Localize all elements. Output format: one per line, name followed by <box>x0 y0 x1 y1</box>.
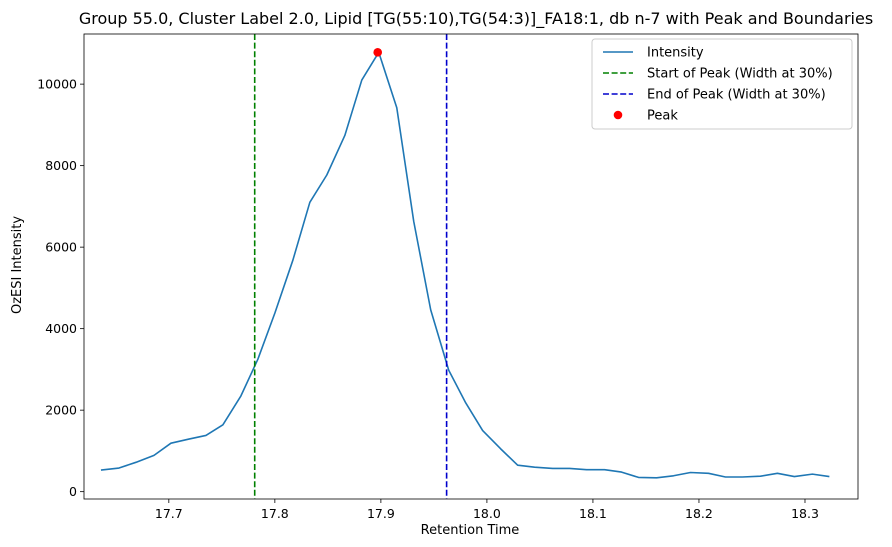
legend-box <box>591 38 853 130</box>
y-axis-label: OzESI Intensity <box>10 216 25 314</box>
series-line-intensity <box>100 51 830 479</box>
chart-title: Group 55.0, Cluster Label 2.0, Lipid [TG… <box>79 9 873 29</box>
x-tick-label: 17.8 <box>261 506 289 521</box>
y-tick-label: 4000 <box>45 321 77 336</box>
legend-label: Intensity <box>647 46 704 61</box>
legend: Intensity Start of Peak (Width at 30%) End… <box>591 38 853 130</box>
y-tick-label: 0 <box>69 484 77 499</box>
x-tick-label: 17.7 <box>155 506 183 521</box>
x-tick-label: 18.1 <box>579 506 607 521</box>
axes-frame <box>83 33 859 500</box>
legend-swatch-peak <box>613 110 623 120</box>
x-tick-label: 18.2 <box>685 506 713 521</box>
y-tick-label: 2000 <box>45 403 77 418</box>
y-tick-label: 10000 <box>37 77 77 92</box>
x-tick-label: 18.3 <box>791 506 819 521</box>
x-tick-label: 18.0 <box>473 506 501 521</box>
legend-label: End of Peak (Width at 30%) <box>647 88 826 103</box>
y-tick-label: 8000 <box>45 158 77 173</box>
plot-area: 17.7 17.8 17.9 18.0 18.1 18.2 18.3 0 2000 4000 600… <box>37 33 859 521</box>
y-tick-label: 6000 <box>45 240 77 255</box>
x-tick-label: 17.9 <box>367 506 395 521</box>
legend-label: Start of Peak (Width at 30%) <box>647 67 833 82</box>
legend-label: Peak <box>647 109 678 124</box>
peak-marker <box>373 48 382 57</box>
x-axis-label: Retention Time <box>421 523 520 538</box>
